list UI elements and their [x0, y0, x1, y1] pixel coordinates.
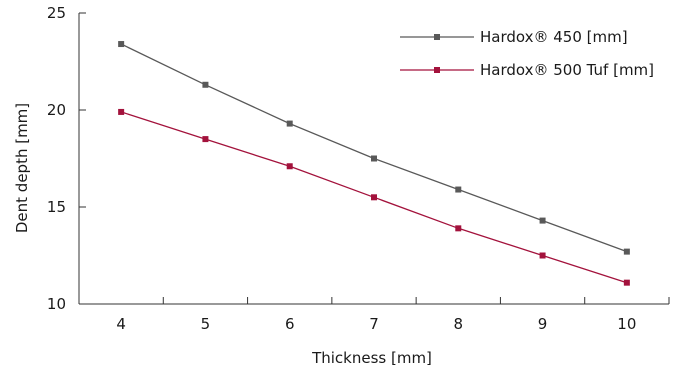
- y-axis-label: Dent depth [mm]: [13, 103, 31, 233]
- x-tick-label: 4: [116, 315, 126, 333]
- series-1-point: [118, 41, 125, 48]
- y-tick-label: 25: [47, 4, 66, 22]
- series-layer: [118, 41, 630, 286]
- x-tick-label: 8: [454, 315, 464, 333]
- y-tick-label: 20: [47, 101, 66, 119]
- series-1-point: [455, 186, 462, 193]
- x-tick-label: 6: [285, 315, 295, 333]
- x-tick-label: 10: [617, 315, 636, 333]
- x-ticks: 4 5 6 7 8 9 10: [78, 297, 670, 333]
- x-tick-label: 9: [538, 315, 548, 333]
- series-1-point: [539, 217, 546, 224]
- series-1-point: [371, 155, 377, 162]
- series-2-point: [539, 252, 546, 259]
- series-1-point: [623, 248, 630, 255]
- legend-marker-2: [434, 67, 440, 73]
- series-1-point: [202, 81, 209, 88]
- y-ticks: 10 15 20 25: [47, 4, 86, 313]
- y-tick-label: 15: [47, 198, 66, 216]
- legend-label-2: Hardox® 500 Tuf [mm]: [480, 61, 654, 79]
- series-2-point: [202, 136, 209, 143]
- legend: Hardox® 450 [mm] Hardox® 500 Tuf [mm]: [400, 28, 654, 79]
- legend-marker-1: [434, 34, 440, 40]
- x-tick-label: 5: [201, 315, 211, 333]
- y-tick-label: 10: [47, 295, 66, 313]
- series-1-point: [286, 120, 293, 127]
- series-2-point: [371, 194, 377, 201]
- series-2-point: [118, 108, 125, 115]
- legend-label-1: Hardox® 450 [mm]: [480, 28, 628, 46]
- series-2-point: [623, 279, 630, 286]
- series-2-point: [455, 225, 462, 232]
- x-axis-label: Thickness [mm]: [311, 349, 432, 367]
- series-2-point: [286, 163, 293, 170]
- x-tick-label: 7: [369, 315, 379, 333]
